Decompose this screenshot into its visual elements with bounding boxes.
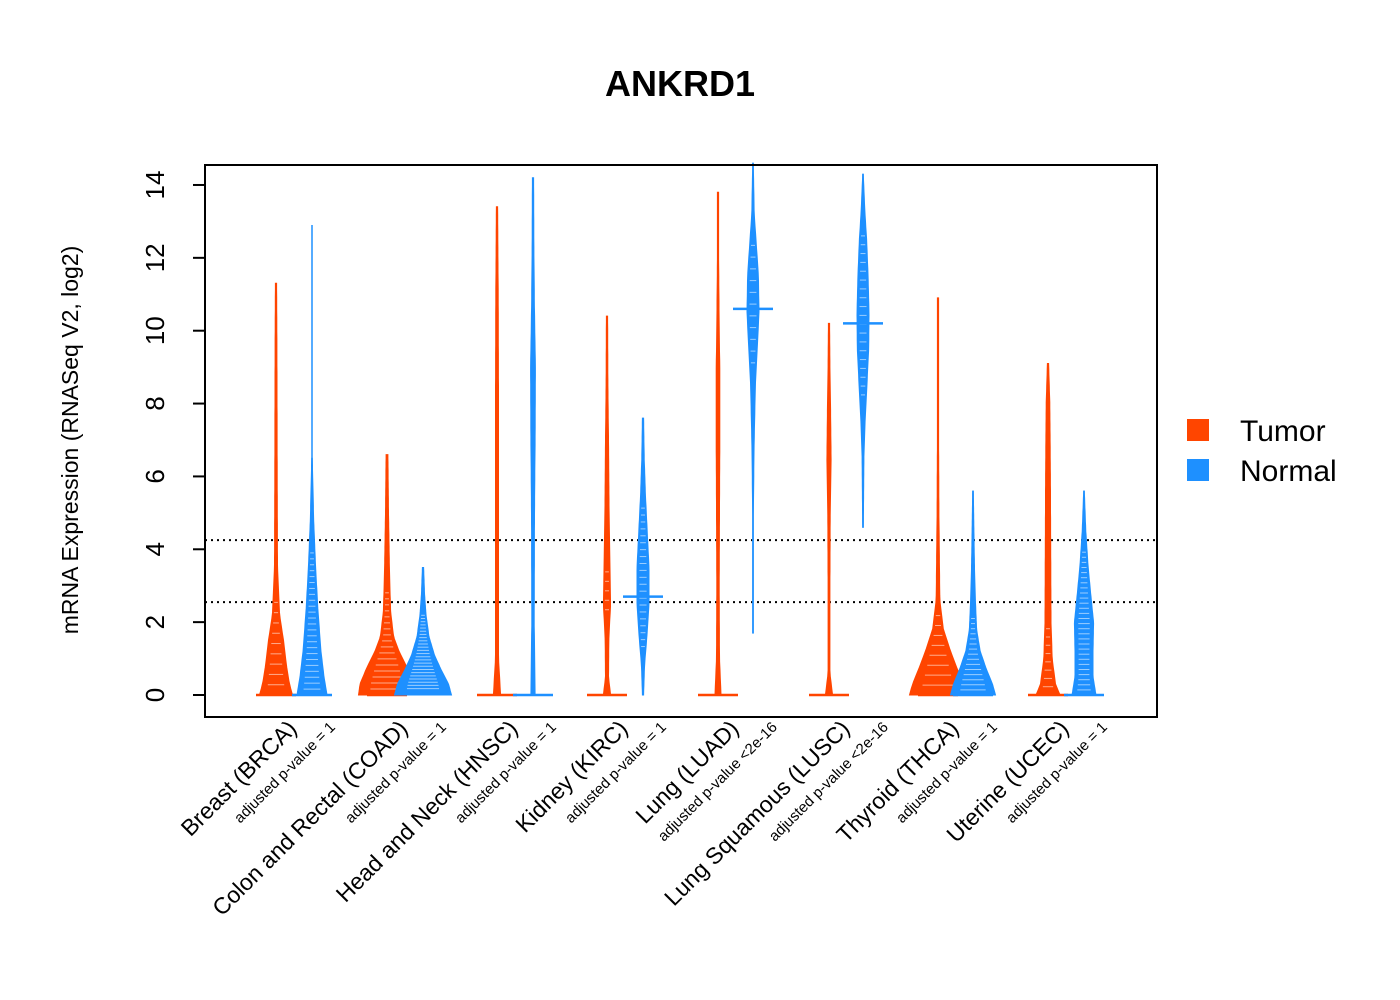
legend-label-normal: Normal bbox=[1240, 455, 1337, 488]
tumor-violin-shape-3 bbox=[602, 315, 612, 696]
tumor-violin-5 bbox=[809, 322, 849, 697]
normal-violin-shape-2 bbox=[530, 177, 536, 696]
legend-label-tumor: Tumor bbox=[1240, 415, 1326, 448]
tumor-violin-shape-6 bbox=[908, 297, 968, 696]
tumor-violin-7 bbox=[1028, 363, 1068, 697]
legend-swatch-normal bbox=[1187, 459, 1209, 481]
tumor-violin-shape-4 bbox=[714, 191, 722, 696]
tumor-violin-2 bbox=[477, 206, 517, 697]
tumor-violin-shape-2 bbox=[492, 206, 502, 696]
normal-violin-1 bbox=[393, 567, 453, 696]
normal-violin-2 bbox=[513, 177, 553, 697]
normal-violin-6 bbox=[949, 490, 997, 697]
tumor-violin-4 bbox=[698, 191, 738, 697]
tumor-violin-shape-5 bbox=[824, 322, 834, 696]
y-tick-label-0: 0 bbox=[140, 688, 170, 702]
reference-lines bbox=[205, 539, 1157, 604]
normal-violin-shape-4 bbox=[746, 162, 760, 634]
y-tick-label-10: 10 bbox=[140, 316, 170, 345]
y-tick-label-4: 4 bbox=[140, 542, 170, 556]
y-tick-label-2: 2 bbox=[140, 615, 170, 629]
chart-title: ANKRD1 bbox=[605, 63, 755, 104]
y-tick-label-6: 6 bbox=[140, 469, 170, 483]
violins bbox=[256, 162, 1104, 697]
normal-violin-shape-6 bbox=[949, 490, 997, 696]
tumor-violin-3 bbox=[587, 315, 627, 697]
y-axis: 0 2 4 6 8 10 12 14 bbox=[140, 171, 205, 702]
normal-violin-0 bbox=[292, 225, 332, 697]
y-tick-label-12: 12 bbox=[140, 243, 170, 272]
legend: Tumor Normal bbox=[1187, 415, 1337, 488]
normal-violin-3 bbox=[623, 417, 663, 696]
legend-swatch-tumor bbox=[1187, 419, 1209, 441]
tumor-violin-shape-1 bbox=[357, 454, 417, 696]
normal-violin-7 bbox=[1064, 490, 1104, 697]
y-axis-label: mRNA Expression (RNASeq V2, log2) bbox=[57, 246, 83, 635]
normal-violin-4 bbox=[733, 162, 773, 634]
tumor-violin-0 bbox=[256, 282, 296, 697]
normal-violin-5 bbox=[843, 173, 883, 528]
tumor-violin-6 bbox=[908, 297, 968, 697]
tumor-violin-shape-0 bbox=[258, 282, 294, 696]
tumor-violin-shape-7 bbox=[1035, 363, 1061, 696]
y-tick-label-8: 8 bbox=[140, 396, 170, 410]
y-tick-label-14: 14 bbox=[140, 171, 170, 200]
tumor-violin-1 bbox=[357, 454, 417, 697]
plot-frame bbox=[204, 164, 1158, 718]
